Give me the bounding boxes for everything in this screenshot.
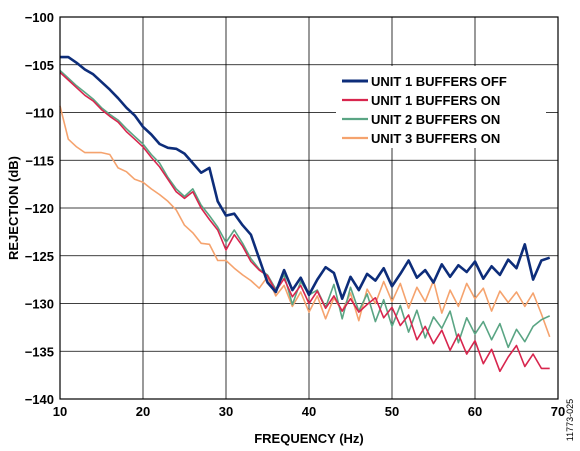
series-line-2 [59, 71, 550, 373]
y-tick-label: −100 [25, 10, 54, 25]
y-tick-label: −140 [25, 392, 54, 407]
legend-label: UNIT 1 BUFFERS ON [371, 93, 500, 108]
series-line-1 [60, 55, 551, 301]
y-tick-label: −115 [25, 153, 54, 168]
y-axis-title: REJECTION (dB) [6, 156, 21, 260]
x-tick-label: 60 [468, 404, 482, 419]
y-tick-labels: −100 −105 −110 −115 −120 −125 −130 −135 −140 [25, 10, 54, 407]
y-tick-label: −130 [25, 297, 54, 312]
y-tick-label: −125 [25, 249, 54, 264]
x-tick-label: 10 [53, 404, 67, 419]
legend-label: UNIT 2 BUFFERS ON [371, 112, 500, 127]
x-tick-label: 30 [219, 404, 233, 419]
y-tick-label: −110 [25, 106, 54, 121]
x-tick-label: 70 [551, 404, 565, 419]
plot-frame [59, 16, 559, 400]
figure-id: 11773-025 [565, 399, 575, 441]
x-tick-labels: 10 20 30 40 50 60 70 [53, 404, 565, 419]
series-line-4 [59, 105, 551, 338]
plot-series [59, 55, 551, 373]
x-tick-label: 40 [302, 404, 316, 419]
y-tick-label: −120 [25, 201, 54, 216]
x-tick-label: 20 [136, 404, 150, 419]
legend-box [336, 66, 546, 148]
legend-label: UNIT 3 BUFFERS ON [371, 131, 500, 146]
x-tick-label: 50 [385, 404, 399, 419]
legend: UNIT 1 BUFFERS OFF UNIT 1 BUFFERS ON UNIT … [336, 66, 546, 148]
y-tick-label: −135 [25, 344, 54, 359]
x-axis-title: FREQUENCY (Hz) [254, 431, 364, 446]
legend-label: UNIT 1 BUFFERS OFF [371, 74, 507, 89]
y-tick-label: −105 [25, 58, 54, 73]
